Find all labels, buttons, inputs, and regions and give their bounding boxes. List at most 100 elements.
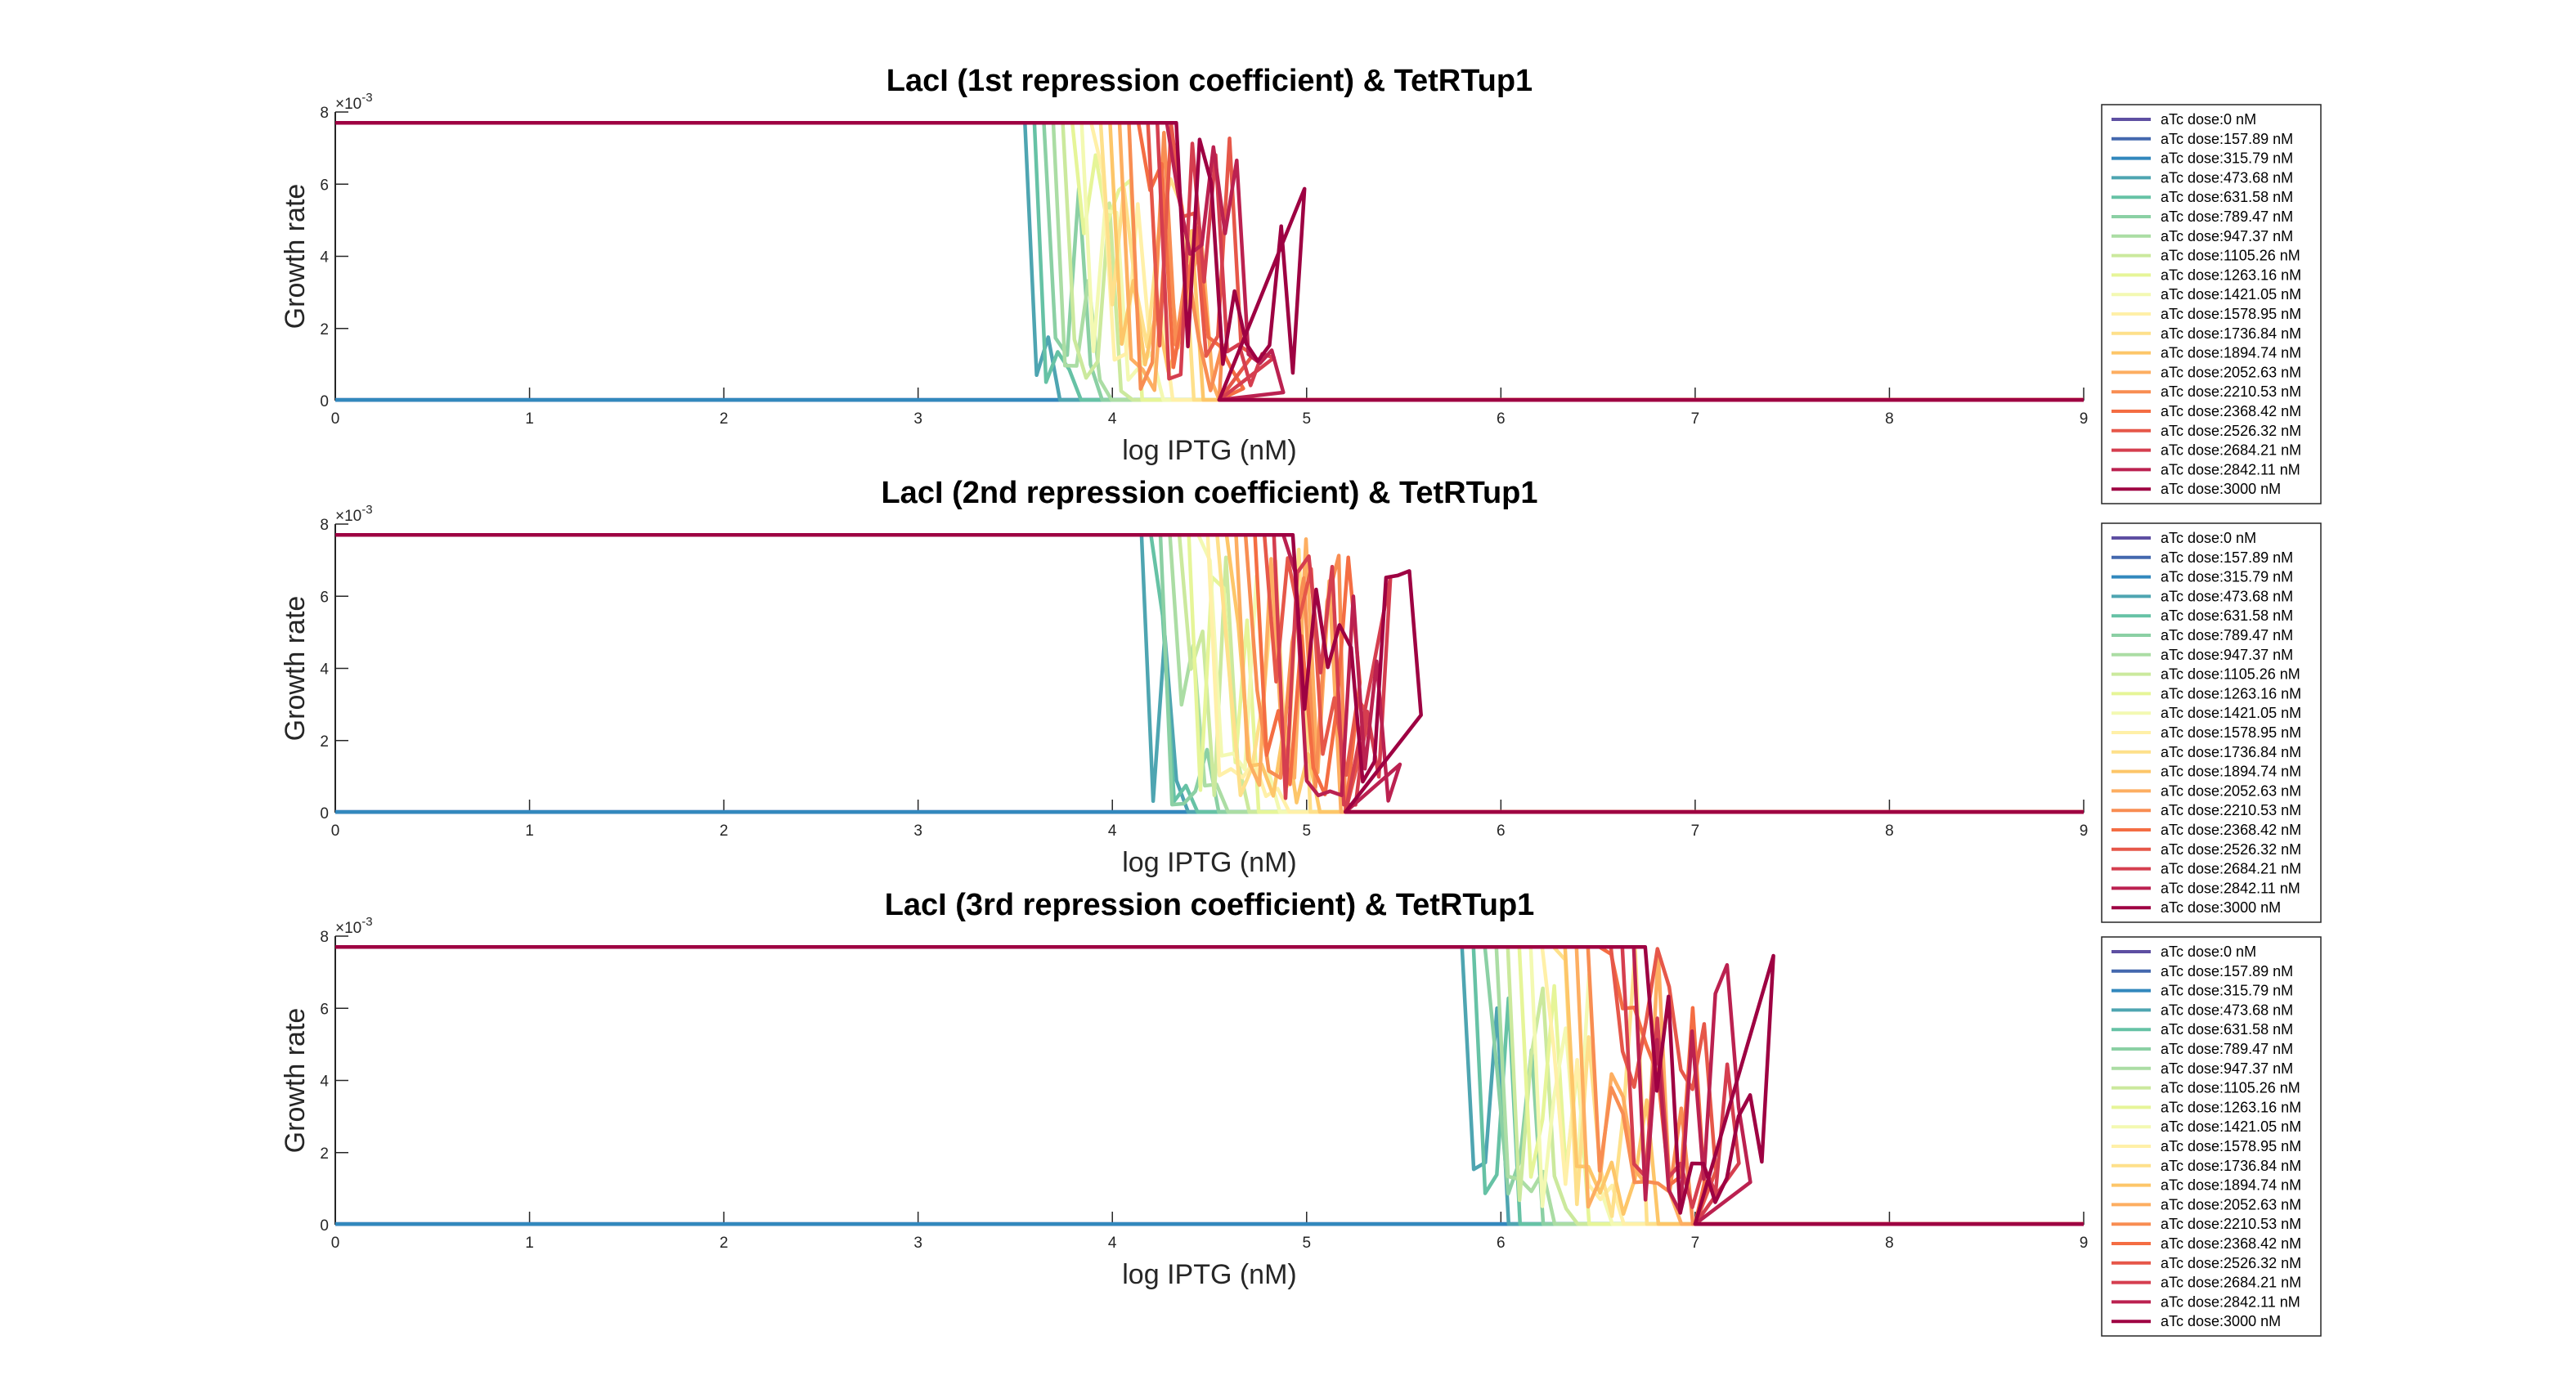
y-exponent-label: ×10-3 (335, 915, 373, 937)
series-line (335, 944, 2084, 1226)
chart-title: LacI (1st repression coefficient) & TetR… (886, 64, 1533, 98)
series-line (335, 944, 2084, 1226)
series-line (335, 532, 2084, 814)
x-tick-label: 1 (525, 1235, 534, 1252)
legend-entry: aTc dose:1894.74 nM (2161, 1177, 2301, 1194)
series-line (335, 532, 2084, 814)
y-axis-label: Growth rate (280, 184, 311, 329)
series-line (335, 120, 2084, 402)
legend-entry: aTc dose:947.37 nM (2161, 1060, 2293, 1077)
legend-entry: aTc dose:0 nM (2161, 944, 2256, 960)
legend-entry: aTc dose:1421.05 nM (2161, 286, 2301, 303)
legend-entry: aTc dose:631.58 nM (2161, 189, 2293, 205)
x-tick-label: 0 (331, 410, 340, 428)
legend-entry: aTc dose:2526.32 nM (2161, 841, 2301, 858)
series-line (335, 944, 2084, 1226)
legend-entry: aTc dose:1578.95 nM (2161, 306, 2301, 322)
legend-entry: aTc dose:2368.42 nM (2161, 403, 2301, 419)
legend-entry: aTc dose:1736.84 nM (2161, 1158, 2301, 1174)
series-line (335, 532, 2084, 814)
chart-title: LacI (2nd repression coefficient) & TetR… (881, 476, 1537, 510)
legend-box (2101, 522, 2322, 923)
legend-entry: aTc dose:0 nM (2161, 530, 2256, 546)
series-line (335, 944, 2084, 1226)
legend-entry: aTc dose:473.68 nM (2161, 1002, 2293, 1018)
x-tick-label: 5 (1302, 822, 1311, 840)
legend-box (2101, 936, 2322, 1337)
legend-entry: aTc dose:473.68 nM (2161, 169, 2293, 186)
legend-entry: aTc dose:2368.42 nM (2161, 822, 2301, 838)
y-tick-label: 8 (320, 105, 329, 122)
legend: aTc dose:0 nM aTc dose:157.89 nM aTc dose:… (2101, 936, 2322, 1337)
x-tick-label: 2 (720, 1235, 729, 1252)
x-tick-label: 9 (2080, 822, 2089, 840)
y-axis-label: Growth rate (280, 596, 311, 742)
legend-entry: aTc dose:2842.11 nM (2161, 1293, 2300, 1310)
series-line (335, 944, 2084, 1226)
series-line (335, 944, 2084, 1226)
x-tick-label: 2 (720, 822, 729, 840)
y-tick-label: 4 (320, 1073, 329, 1091)
legend-entry: aTc dose:2526.32 nM (2161, 1255, 2301, 1271)
series-lines (335, 944, 2084, 1226)
x-tick-label: 3 (913, 822, 922, 840)
series-line (335, 944, 2084, 1226)
y-tick-label: 8 (320, 517, 329, 534)
legend-entry: aTc dose:1894.74 nM (2161, 345, 2301, 361)
x-tick-label: 8 (1885, 1235, 1894, 1252)
legend-entry: aTc dose:315.79 nM (2161, 569, 2293, 585)
legend-entry: aTc dose:631.58 nM (2161, 607, 2293, 624)
y-tick-label: 4 (320, 661, 329, 679)
x-tick-label: 6 (1497, 410, 1506, 428)
legend-entry: aTc dose:947.37 nM (2161, 647, 2293, 663)
legend-entry: aTc dose:0 nM (2161, 111, 2256, 128)
legend-entry: aTc dose:789.47 nM (2161, 627, 2293, 643)
x-tick-label: 0 (331, 822, 340, 840)
y-tick-label: 0 (320, 1217, 329, 1235)
panel-1: LacI (1st repression coefficient) & TetR… (280, 64, 2322, 504)
series-line (335, 532, 2084, 814)
x-tick-label: 7 (1691, 410, 1700, 428)
series-line (335, 944, 2084, 1226)
legend-entry: aTc dose:1421.05 nM (2161, 1118, 2301, 1135)
y-axis-label: Growth rate (280, 1008, 311, 1154)
series-line (335, 532, 2084, 814)
legend-entry: aTc dose:157.89 nM (2161, 131, 2293, 147)
series-line (335, 120, 2084, 402)
series-lines (335, 120, 2084, 402)
y-tick-label: 4 (320, 249, 329, 267)
x-tick-label: 8 (1885, 410, 1894, 428)
x-tick-label: 7 (1691, 1235, 1700, 1252)
x-tick-label: 6 (1497, 822, 1506, 840)
legend-entry: aTc dose:631.58 nM (2161, 1021, 2293, 1038)
chart-title: LacI (3rd repression coefficient) & TetR… (885, 888, 1535, 922)
x-tick-label: 1 (525, 410, 534, 428)
legend-entry: aTc dose:947.37 nM (2161, 228, 2293, 244)
panel-2: LacI (2nd repression coefficient) & TetR… (280, 476, 2322, 923)
legend-entry: aTc dose:315.79 nM (2161, 150, 2293, 167)
legend-box (2101, 104, 2322, 504)
legend-entry: aTc dose:157.89 nM (2161, 963, 2293, 979)
y-tick-label: 6 (320, 1001, 329, 1018)
legend-entry: aTc dose:2210.53 nM (2161, 802, 2301, 818)
x-tick-label: 2 (720, 410, 729, 428)
series-line (335, 120, 2084, 402)
legend-entry: aTc dose:2684.21 nM (2161, 442, 2301, 459)
legend-entry: aTc dose:1105.26 nM (2161, 248, 2300, 264)
series-line (335, 532, 2084, 814)
y-exponent-label: ×10-3 (335, 91, 373, 113)
panel-3: LacI (3rd repression coefficient) & TetR… (280, 888, 2322, 1337)
series-line (335, 944, 2084, 1226)
series-line (335, 944, 2084, 1226)
legend-entry: aTc dose:1578.95 nM (2161, 724, 2301, 741)
x-tick-label: 1 (525, 822, 534, 840)
x-tick-label: 4 (1108, 1235, 1117, 1252)
legend-entry: aTc dose:3000 nM (2161, 481, 2281, 497)
x-axis-label: log IPTG (nM) (1122, 847, 1296, 878)
series-line (335, 944, 2084, 1226)
legend-entry: aTc dose:2684.21 nM (2161, 1275, 2301, 1291)
y-tick-label: 6 (320, 589, 329, 606)
y-tick-label: 0 (320, 805, 329, 822)
y-tick-label: 8 (320, 929, 329, 946)
